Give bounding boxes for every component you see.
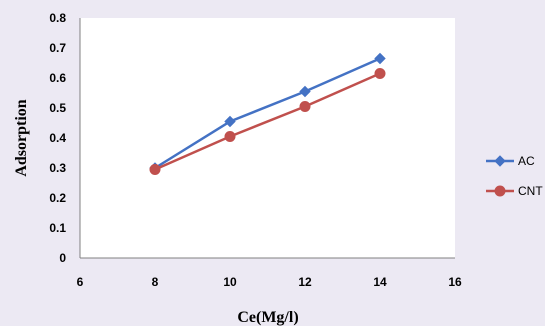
- data-point-ac: [299, 85, 311, 98]
- x-tick-label: 12: [298, 275, 312, 289]
- y-tick-label: 0.5: [49, 101, 66, 115]
- legend-marker-ac: [494, 155, 506, 167]
- y-tick-label: 0.7: [49, 41, 66, 55]
- y-tick-label: 0.6: [49, 71, 66, 85]
- x-tick-label: 14: [373, 275, 387, 289]
- data-point-cnt: [374, 68, 386, 79]
- series-line-ac: [154, 57, 381, 170]
- legend-label-ac: AC: [518, 154, 535, 168]
- y-axis-title: Adsorption: [13, 99, 30, 176]
- y-tick-label: 0.8: [49, 11, 66, 25]
- x-axis-title: Ce(Mg/l): [237, 309, 298, 326]
- y-tick-label: 0: [59, 251, 66, 265]
- data-point-cnt: [299, 101, 311, 112]
- y-tick-labels: 0 0.1 0.2 0.3 0.4 0.5 0.6 0.7 0.8: [49, 11, 66, 265]
- y-tick-label: 0.3: [49, 161, 66, 175]
- x-tick-label: 8: [152, 275, 159, 289]
- y-tick-label: 0.2: [49, 191, 66, 205]
- series-layer: [149, 52, 386, 175]
- series-line-cnt: [154, 72, 381, 171]
- plot-area: [80, 18, 455, 258]
- y-tick-label: 0.1: [49, 221, 66, 235]
- legend-label-cnt: CNT: [518, 184, 543, 198]
- x-tick-label: 6: [77, 275, 84, 289]
- data-point-cnt: [149, 164, 161, 175]
- data-point-ac: [374, 52, 386, 65]
- x-tick-labels: 6 8 10 12 14 16: [77, 275, 462, 289]
- x-tick-label: 16: [448, 275, 462, 289]
- data-point-ac: [224, 115, 236, 128]
- y-tick-label: 0.4: [49, 131, 66, 145]
- legend-marker-cnt: [494, 185, 506, 197]
- x-tick-label: 10: [223, 275, 237, 289]
- legend: AC CNT: [486, 154, 543, 198]
- data-point-cnt: [224, 131, 236, 142]
